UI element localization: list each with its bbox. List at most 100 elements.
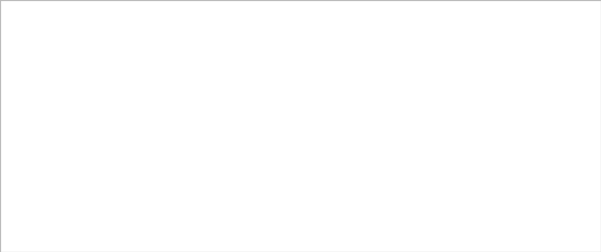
Bar — [297, 164, 601, 175]
Text: 11,60: 11,60 — [249, 98, 273, 107]
Text: 11,68: 11,68 — [206, 98, 230, 107]
Bar — [297, 208, 601, 219]
Text: Jun-24: Jun-24 — [482, 77, 510, 86]
Text: 10,51: 10,51 — [484, 121, 508, 130]
Text: 12,59: 12,59 — [390, 121, 414, 130]
Text: 4,57: 4,57 — [487, 43, 505, 52]
Text: NPL Net (%): NPL Net (%) — [300, 110, 356, 119]
Text: % Mtm: % Mtm — [3, 164, 37, 173]
Text: % Mtm: % Mtm — [3, 76, 37, 85]
Text: Kredit (Rp T): Kredit (Rp T) — [3, 43, 64, 52]
Text: -0,40: -0,40 — [250, 164, 272, 173]
Text: 5,99: 5,99 — [252, 65, 270, 74]
Bar — [0, 108, 297, 119]
Text: AL/DPK(%): AL/DPK(%) — [300, 187, 350, 196]
Text: 11,15: 11,15 — [118, 109, 142, 118]
Text: Kredit Konsumsi (KK): Kredit Konsumsi (KK) — [3, 120, 96, 129]
Bar — [297, 19, 601, 31]
Text: 8,54: 8,54 — [121, 54, 139, 63]
Text: 0,48: 0,48 — [252, 76, 270, 85]
Text: 15,09: 15,09 — [206, 109, 230, 118]
Text: INTERMEDIASI: INTERMEDIASI — [110, 20, 187, 29]
Bar — [0, 141, 297, 152]
Text: % Ytd: % Ytd — [3, 65, 32, 74]
Text: Des-23: Des-23 — [159, 32, 189, 41]
Text: 2,74: 2,74 — [439, 54, 457, 63]
Text: Jul-24: Jul-24 — [532, 32, 557, 41]
Bar — [297, 153, 601, 164]
Bar — [297, 42, 601, 53]
Text: 12,36: 12,36 — [206, 54, 230, 63]
Bar — [0, 64, 297, 75]
Text: 26,61: 26,61 — [249, 209, 273, 218]
Text: PERMODALAN: PERMODALAN — [111, 186, 186, 196]
Text: 220,18: 220,18 — [433, 198, 463, 207]
Text: % Yoy: % Yoy — [3, 54, 33, 63]
Text: Jun-24: Jun-24 — [204, 32, 232, 41]
Text: Jul-24: Jul-24 — [249, 198, 273, 207]
Text: 5,47: 5,47 — [209, 65, 227, 74]
Bar — [0, 86, 297, 97]
Text: 10,80: 10,80 — [206, 120, 230, 129]
Text: 2,51: 2,51 — [393, 99, 411, 108]
Text: 82,90: 82,90 — [118, 175, 142, 184]
Text: 1,39: 1,39 — [209, 76, 227, 85]
Text: Jul-23: Jul-23 — [390, 77, 414, 86]
Text: Jun-24: Jun-24 — [204, 198, 232, 207]
Text: Des-23: Des-23 — [433, 32, 463, 41]
Text: 0,71: 0,71 — [439, 110, 457, 119]
Text: 28,73: 28,73 — [436, 187, 460, 196]
Text: 12,40: 12,40 — [249, 54, 273, 63]
Bar — [0, 208, 297, 219]
Text: Des-23: Des-23 — [159, 198, 189, 207]
Bar — [0, 75, 297, 86]
Bar — [297, 31, 601, 42]
Bar — [0, 219, 297, 252]
Text: 85,74: 85,74 — [206, 175, 230, 184]
Text: 4,81: 4,81 — [439, 43, 457, 52]
Text: 2,26: 2,26 — [487, 99, 505, 108]
Text: 27,43: 27,43 — [118, 209, 142, 218]
Text: 26,09: 26,09 — [206, 209, 230, 218]
Text: Jul-24: Jul-24 — [532, 77, 557, 86]
Text: 1,36: 1,36 — [535, 143, 554, 152]
Text: *data kuartal: *data kuartal — [300, 218, 351, 228]
Text: 2,71: 2,71 — [252, 153, 270, 162]
Text: 129,93: 129,93 — [481, 209, 510, 218]
Text: 1,44: 1,44 — [439, 143, 457, 152]
Bar — [0, 97, 297, 108]
Text: 134,04: 134,04 — [433, 209, 463, 218]
Text: Jul-23: Jul-23 — [390, 32, 414, 41]
Text: 10,38: 10,38 — [162, 65, 186, 74]
Text: 3,73: 3,73 — [165, 153, 183, 162]
Bar — [297, 53, 601, 64]
Bar — [297, 186, 601, 197]
Text: 7,72: 7,72 — [252, 142, 270, 151]
Text: PDN (%): PDN (%) — [300, 143, 340, 152]
Text: % Ytd: % Ytd — [3, 153, 32, 162]
Text: Jul-23: Jul-23 — [118, 198, 142, 207]
Text: 7.090: 7.090 — [162, 43, 186, 52]
Text: 10,98: 10,98 — [249, 120, 273, 129]
Text: PROFIL RISIKO: PROFIL RISIKO — [410, 66, 488, 75]
Text: 0,78: 0,78 — [487, 110, 505, 119]
Text: PROFITABILITAS: PROFITABILITAS — [406, 20, 492, 29]
Text: 2,66: 2,66 — [487, 54, 505, 63]
Bar — [0, 16, 601, 19]
Bar — [0, 119, 297, 130]
Text: % Yoy: % Yoy — [3, 142, 33, 151]
Bar — [0, 130, 297, 141]
Bar — [0, 163, 297, 174]
Text: Jul-24: Jul-24 — [249, 32, 273, 41]
Text: LaR (%): LaR (%) — [300, 121, 338, 130]
Text: Alat likuid (Rp T): Alat likuid (Rp T) — [300, 165, 375, 174]
Bar — [0, 185, 297, 197]
Bar — [0, 19, 297, 31]
Bar — [297, 64, 601, 76]
Text: Kredit Investasi (KI): Kredit Investasi (KI) — [3, 109, 91, 118]
Text: 10,27: 10,27 — [532, 121, 556, 130]
Text: 8.722: 8.722 — [206, 131, 230, 140]
Text: 3,73: 3,73 — [165, 142, 183, 151]
Text: Des-23: Des-23 — [433, 77, 463, 86]
Text: 1,52: 1,52 — [487, 143, 505, 152]
